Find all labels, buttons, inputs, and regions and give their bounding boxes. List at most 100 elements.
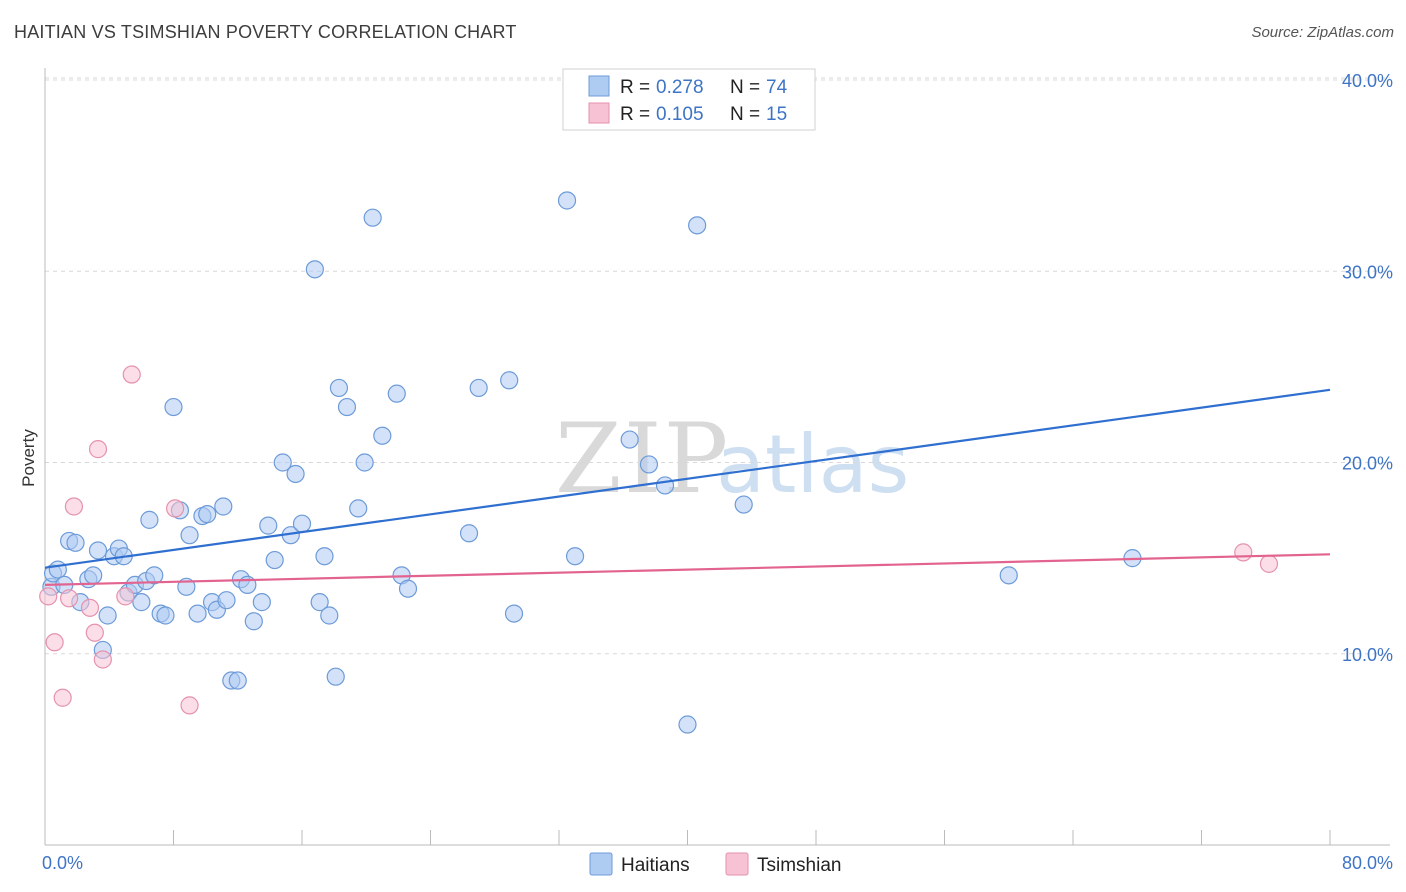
tsimshian-point — [64, 497, 84, 516]
bottom-legend-swatch-tsimshian — [725, 852, 749, 876]
haitian-point — [188, 604, 207, 623]
y-tick-label: 20.0% — [1342, 454, 1393, 474]
haitian-point — [373, 426, 392, 445]
legend-r-value-2: 0.105 — [656, 104, 704, 125]
haitian-point — [145, 566, 164, 585]
legend-r-value-1: 0.278 — [656, 77, 704, 98]
bottom-legend-swatch-haitians — [589, 852, 613, 876]
haitian-point — [265, 550, 284, 570]
haitian-point — [620, 430, 639, 449]
haitian-point — [678, 715, 697, 734]
haitian-point — [273, 453, 292, 472]
haitian-point — [66, 533, 85, 552]
tsimshian-point — [166, 499, 185, 518]
haitian-point — [310, 593, 329, 612]
haitian-point — [48, 560, 67, 579]
tsimshian-point — [116, 587, 135, 606]
grid-lines — [45, 77, 1390, 655]
haitian-point — [315, 547, 334, 566]
haitian-point — [320, 606, 339, 625]
haitian-point — [180, 526, 199, 545]
tsimshian-point — [1234, 543, 1253, 562]
haitian-point — [349, 499, 368, 518]
bottom-legend-haitians: Haitians — [621, 855, 690, 876]
tsimshian-point — [93, 650, 112, 669]
haitian-point — [292, 514, 312, 533]
haitian-point — [655, 476, 675, 495]
haitian-point — [337, 397, 357, 417]
haitians-trend-line — [44, 388, 1331, 569]
y-axis-label: Poverty — [19, 429, 38, 487]
haitian-point — [228, 671, 247, 690]
legend-n-value-1: 74 — [766, 77, 788, 98]
haitian-point — [734, 495, 753, 514]
haitian-point — [469, 378, 488, 398]
haitian-point — [504, 604, 524, 623]
haitian-point — [999, 566, 1018, 585]
watermark-zip: ZIP — [555, 403, 730, 515]
haitian-point — [132, 593, 151, 612]
legend-n-label-2: N = — [730, 104, 765, 125]
haitian-point — [286, 464, 305, 484]
haitian-point — [198, 505, 217, 524]
tsimshian-point — [53, 688, 72, 707]
data-points — [39, 191, 1279, 734]
haitian-point — [459, 524, 479, 543]
watermark-atlas: atlas — [716, 418, 909, 511]
haitian-point — [500, 371, 519, 390]
haitian-point — [355, 453, 374, 472]
haitian-point — [557, 191, 577, 210]
legend-r-label-1: R = — [620, 77, 655, 98]
tsimshian-point — [39, 587, 58, 606]
tick-labels: 10.0% 20.0% 30.0% 40.0% 0.0% 80.0% — [42, 71, 1393, 873]
haitian-point — [363, 208, 382, 227]
bottom-legend-tsimshian: Tsimshian — [757, 855, 841, 876]
source-label: Source: ZipAtlas.com — [1251, 24, 1394, 41]
axes — [44, 68, 1390, 846]
watermark: ZIP atlas — [555, 403, 909, 515]
chart-title: HAITIAN VS TSIMSHIAN POVERTY CORRELATION… — [14, 22, 517, 42]
haitian-point — [565, 547, 585, 566]
haitian-point — [326, 667, 345, 686]
haitian-point — [398, 579, 418, 598]
haitian-point — [387, 384, 406, 403]
haitian-point — [305, 260, 324, 279]
haitian-point — [217, 591, 236, 610]
haitian-point — [639, 455, 659, 474]
haitian-point — [84, 566, 103, 585]
tsimshian-point — [88, 440, 108, 459]
haitian-point — [140, 510, 159, 529]
haitian-point — [329, 378, 349, 398]
tsimshian-point — [59, 589, 79, 608]
x-tick-label: 80.0% — [1342, 853, 1393, 873]
legend-swatch-haitians — [588, 75, 610, 97]
haitian-point — [259, 516, 278, 535]
trend-lines — [44, 388, 1331, 586]
haitian-point — [252, 593, 271, 612]
y-tick-label: 30.0% — [1342, 262, 1393, 282]
legend-r-label-2: R = — [620, 104, 655, 125]
tsimshian-point — [80, 598, 100, 617]
x-tick-label: 0.0% — [42, 853, 83, 873]
legend-swatch-tsimshian — [588, 102, 610, 124]
haitian-point — [164, 397, 183, 417]
haitian-point — [156, 606, 175, 625]
tsimshian-trend-line — [44, 553, 1331, 586]
legend-n-label-1: N = — [730, 77, 765, 98]
tsimshian-point — [1259, 554, 1279, 573]
tsimshian-point — [122, 365, 141, 384]
haitian-point — [98, 606, 117, 625]
haitian-point — [688, 216, 707, 235]
haitian-point — [244, 612, 263, 631]
y-tick-label: 40.0% — [1342, 71, 1393, 91]
tsimshian-point — [45, 633, 64, 652]
y-tick-label: 10.0% — [1342, 645, 1393, 665]
bottom-legend: Haitians Tsimshian — [589, 852, 841, 876]
haitian-point — [214, 497, 233, 516]
tsimshian-point — [85, 623, 104, 642]
legend: R = 0.278 N = 74 R = 0.105 N = 15 — [562, 68, 816, 131]
tsimshian-point — [180, 696, 199, 715]
haitian-point — [88, 541, 108, 560]
legend-n-value-2: 15 — [766, 104, 787, 125]
